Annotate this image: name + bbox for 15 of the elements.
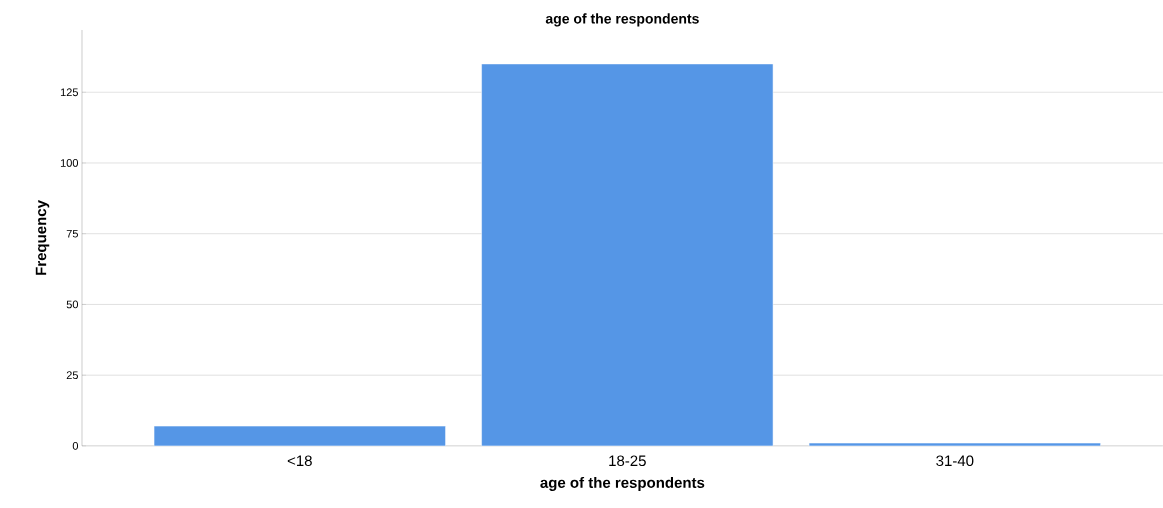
y-tick-label: 25 [66,371,78,380]
chart-title: age of the respondents [545,13,699,27]
x-tick-label: <18 [287,455,312,467]
y-tick-label: 50 [66,300,79,309]
y-tick-label: 0 [72,442,79,450]
x-tick-label: 18-25 [609,455,646,467]
x-tick-label: 31-40 [936,455,974,467]
bar [481,63,774,446]
y-axis-title: Frequency [35,200,50,275]
y-tick-label: 75 [66,229,78,238]
bar [808,442,1101,446]
y-tick-label: 125 [60,88,78,97]
x-axis-title: age of the respondents [540,476,705,492]
y-tick-label: 100 [60,159,79,167]
bar [153,425,446,446]
